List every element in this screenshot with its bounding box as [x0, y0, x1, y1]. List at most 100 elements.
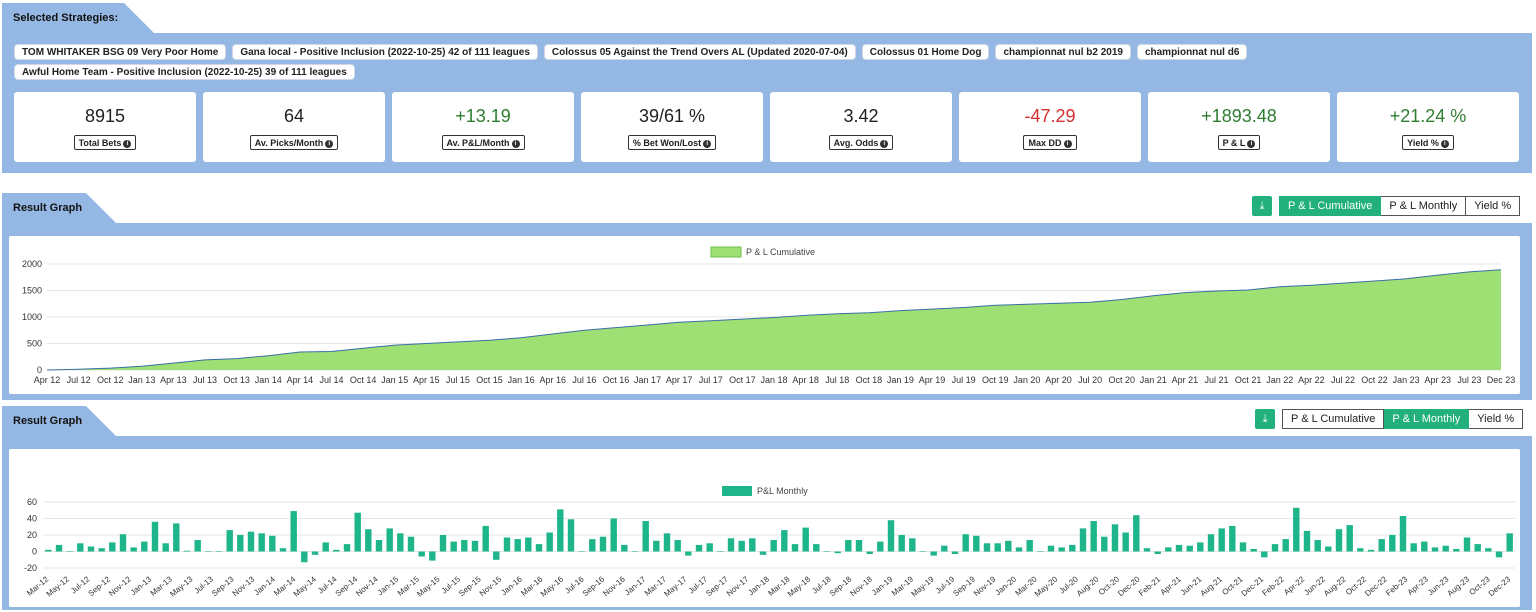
- download-icon[interactable]: ⤓: [1255, 409, 1275, 429]
- strategy-chip[interactable]: Gana local - Positive Inclusion (2022-10…: [232, 44, 538, 60]
- x-tick-label: May-18: [786, 574, 813, 598]
- x-tick-label: May-20: [1033, 574, 1060, 598]
- bar: [375, 540, 383, 552]
- stat-label[interactable]: Av. Picks/Month i: [249, 135, 339, 150]
- monthly-bar-chart: -200204060Mar-12May-12Jul-12Sep-12Nov-12…: [24, 486, 1515, 599]
- x-tick-label: May-16: [539, 574, 566, 598]
- x-tick-label: Oct 17: [729, 375, 756, 385]
- strategy-chip[interactable]: Colossus 01 Home Dog: [861, 44, 990, 60]
- bar: [706, 543, 713, 552]
- y-tick-label: 20: [27, 530, 37, 540]
- bar: [1250, 549, 1257, 552]
- stat-label[interactable]: Avg. Odds i: [828, 135, 894, 150]
- strategy-chip[interactable]: Colossus 05 Against the Trend Overs AL (…: [543, 44, 856, 60]
- yield-button[interactable]: Yield %: [1466, 196, 1521, 216]
- bar: [759, 551, 767, 555]
- bar: [418, 551, 425, 557]
- bar: [1218, 528, 1225, 552]
- strategy-chip[interactable]: championnat nul d6: [1136, 44, 1248, 60]
- bar: [482, 525, 489, 552]
- x-tick-label: Sep-18: [828, 574, 854, 598]
- x-tick-label: Aug-21: [1198, 574, 1224, 598]
- bar: [589, 539, 596, 552]
- bar: [215, 551, 223, 552]
- x-tick-label: Jul 21: [1205, 375, 1229, 385]
- x-tick-label: May-17: [662, 574, 689, 598]
- info-icon: i: [511, 139, 520, 148]
- x-tick-label: Jan 15: [381, 375, 408, 385]
- info-icon: i: [1063, 139, 1072, 148]
- x-tick-label: Apr 17: [666, 375, 693, 385]
- bar: [738, 540, 745, 552]
- bar: [493, 551, 500, 560]
- info-icon: i: [123, 139, 132, 148]
- pl-monthly-button[interactable]: P & L Monthly: [1381, 196, 1467, 216]
- bar: [365, 529, 372, 552]
- stat-label[interactable]: % Bet Won/Lost i: [627, 135, 717, 150]
- legend-label: P&L Monthly: [757, 486, 808, 496]
- bar: [55, 544, 63, 552]
- x-tick-label: Sep-14: [334, 574, 360, 598]
- pl-cumulative-button[interactable]: P & L Cumulative: [1279, 196, 1382, 216]
- x-tick-label: Dec 23: [1487, 375, 1516, 385]
- bar: [1399, 516, 1407, 552]
- strategy-chip[interactable]: championnat nul b2 2019: [995, 44, 1131, 60]
- x-tick-label: Dec-23: [1487, 574, 1513, 598]
- bar: [1410, 543, 1417, 552]
- bar: [450, 541, 457, 552]
- x-tick-label: Apr 12: [34, 375, 61, 385]
- stat-label[interactable]: Yield % i: [1402, 135, 1454, 150]
- bar: [247, 531, 255, 552]
- x-tick-label: Jan 18: [760, 375, 787, 385]
- bar: [717, 551, 724, 552]
- strategy-chip[interactable]: TOM WHITAKER BSG 09 Very Poor Home: [14, 44, 227, 60]
- x-tick-label: Feb-21: [1137, 574, 1163, 598]
- bar: [439, 535, 447, 552]
- x-tick-label: Sep-12: [87, 574, 113, 598]
- x-tick-label: Jul 20: [1078, 375, 1102, 385]
- legend-label: P & L Cumulative: [746, 247, 815, 257]
- legend-swatch: [722, 486, 752, 496]
- x-tick-label: Apr 23: [1425, 375, 1452, 385]
- x-tick-label: Oct 14: [350, 375, 377, 385]
- bar: [141, 541, 148, 552]
- bar: [866, 551, 873, 554]
- stat-label[interactable]: Total Bets i: [73, 135, 137, 150]
- bar: [802, 527, 809, 552]
- x-tick-label: Oct 16: [603, 375, 630, 385]
- x-tick-label: Apr 21: [1172, 375, 1199, 385]
- bar: [1154, 551, 1161, 554]
- graph1-title: Result Graph: [13, 202, 83, 214]
- strategy-chip[interactable]: Awful Home Team - Positive Inclusion (20…: [14, 64, 355, 80]
- stat-label-text: Yield %: [1407, 138, 1439, 148]
- x-tick-label: May-12: [45, 574, 72, 598]
- series-area-pl-cumulative: [47, 269, 1501, 370]
- stat-label[interactable]: Max DD i: [1023, 135, 1077, 150]
- bar: [631, 551, 639, 552]
- x-tick-label: Jan 16: [508, 375, 535, 385]
- stat-label[interactable]: Av. P&L/Month i: [441, 135, 525, 150]
- stat-label-text: % Bet Won/Lost: [632, 138, 702, 148]
- x-tick-label: Jan 23: [1393, 375, 1420, 385]
- pl-cumulative-button[interactable]: P & L Cumulative: [1282, 409, 1385, 429]
- x-tick-label: Jan 17: [634, 375, 661, 385]
- x-tick-label: Apr 14: [287, 375, 314, 385]
- bar: [407, 536, 415, 552]
- pl-monthly-button[interactable]: P & L Monthly: [1384, 409, 1470, 429]
- bar: [1101, 536, 1108, 552]
- x-tick-label: Dec-20: [1116, 574, 1142, 598]
- x-tick-label: Sep-17: [704, 574, 730, 598]
- x-tick-label: Jul 23: [1457, 375, 1481, 385]
- bar: [397, 533, 404, 552]
- yield-button[interactable]: Yield %: [1469, 409, 1524, 429]
- download-icon[interactable]: ⤓: [1252, 196, 1272, 216]
- x-tick-label: Oct 15: [476, 375, 503, 385]
- graph2-title: Result Graph: [13, 415, 83, 427]
- x-tick-label: Oct 19: [982, 375, 1009, 385]
- graph2-tab-header: Result Graph: [2, 406, 116, 436]
- x-tick-label: May-14: [292, 574, 319, 598]
- bar: [1282, 539, 1289, 552]
- info-icon: i: [325, 139, 334, 148]
